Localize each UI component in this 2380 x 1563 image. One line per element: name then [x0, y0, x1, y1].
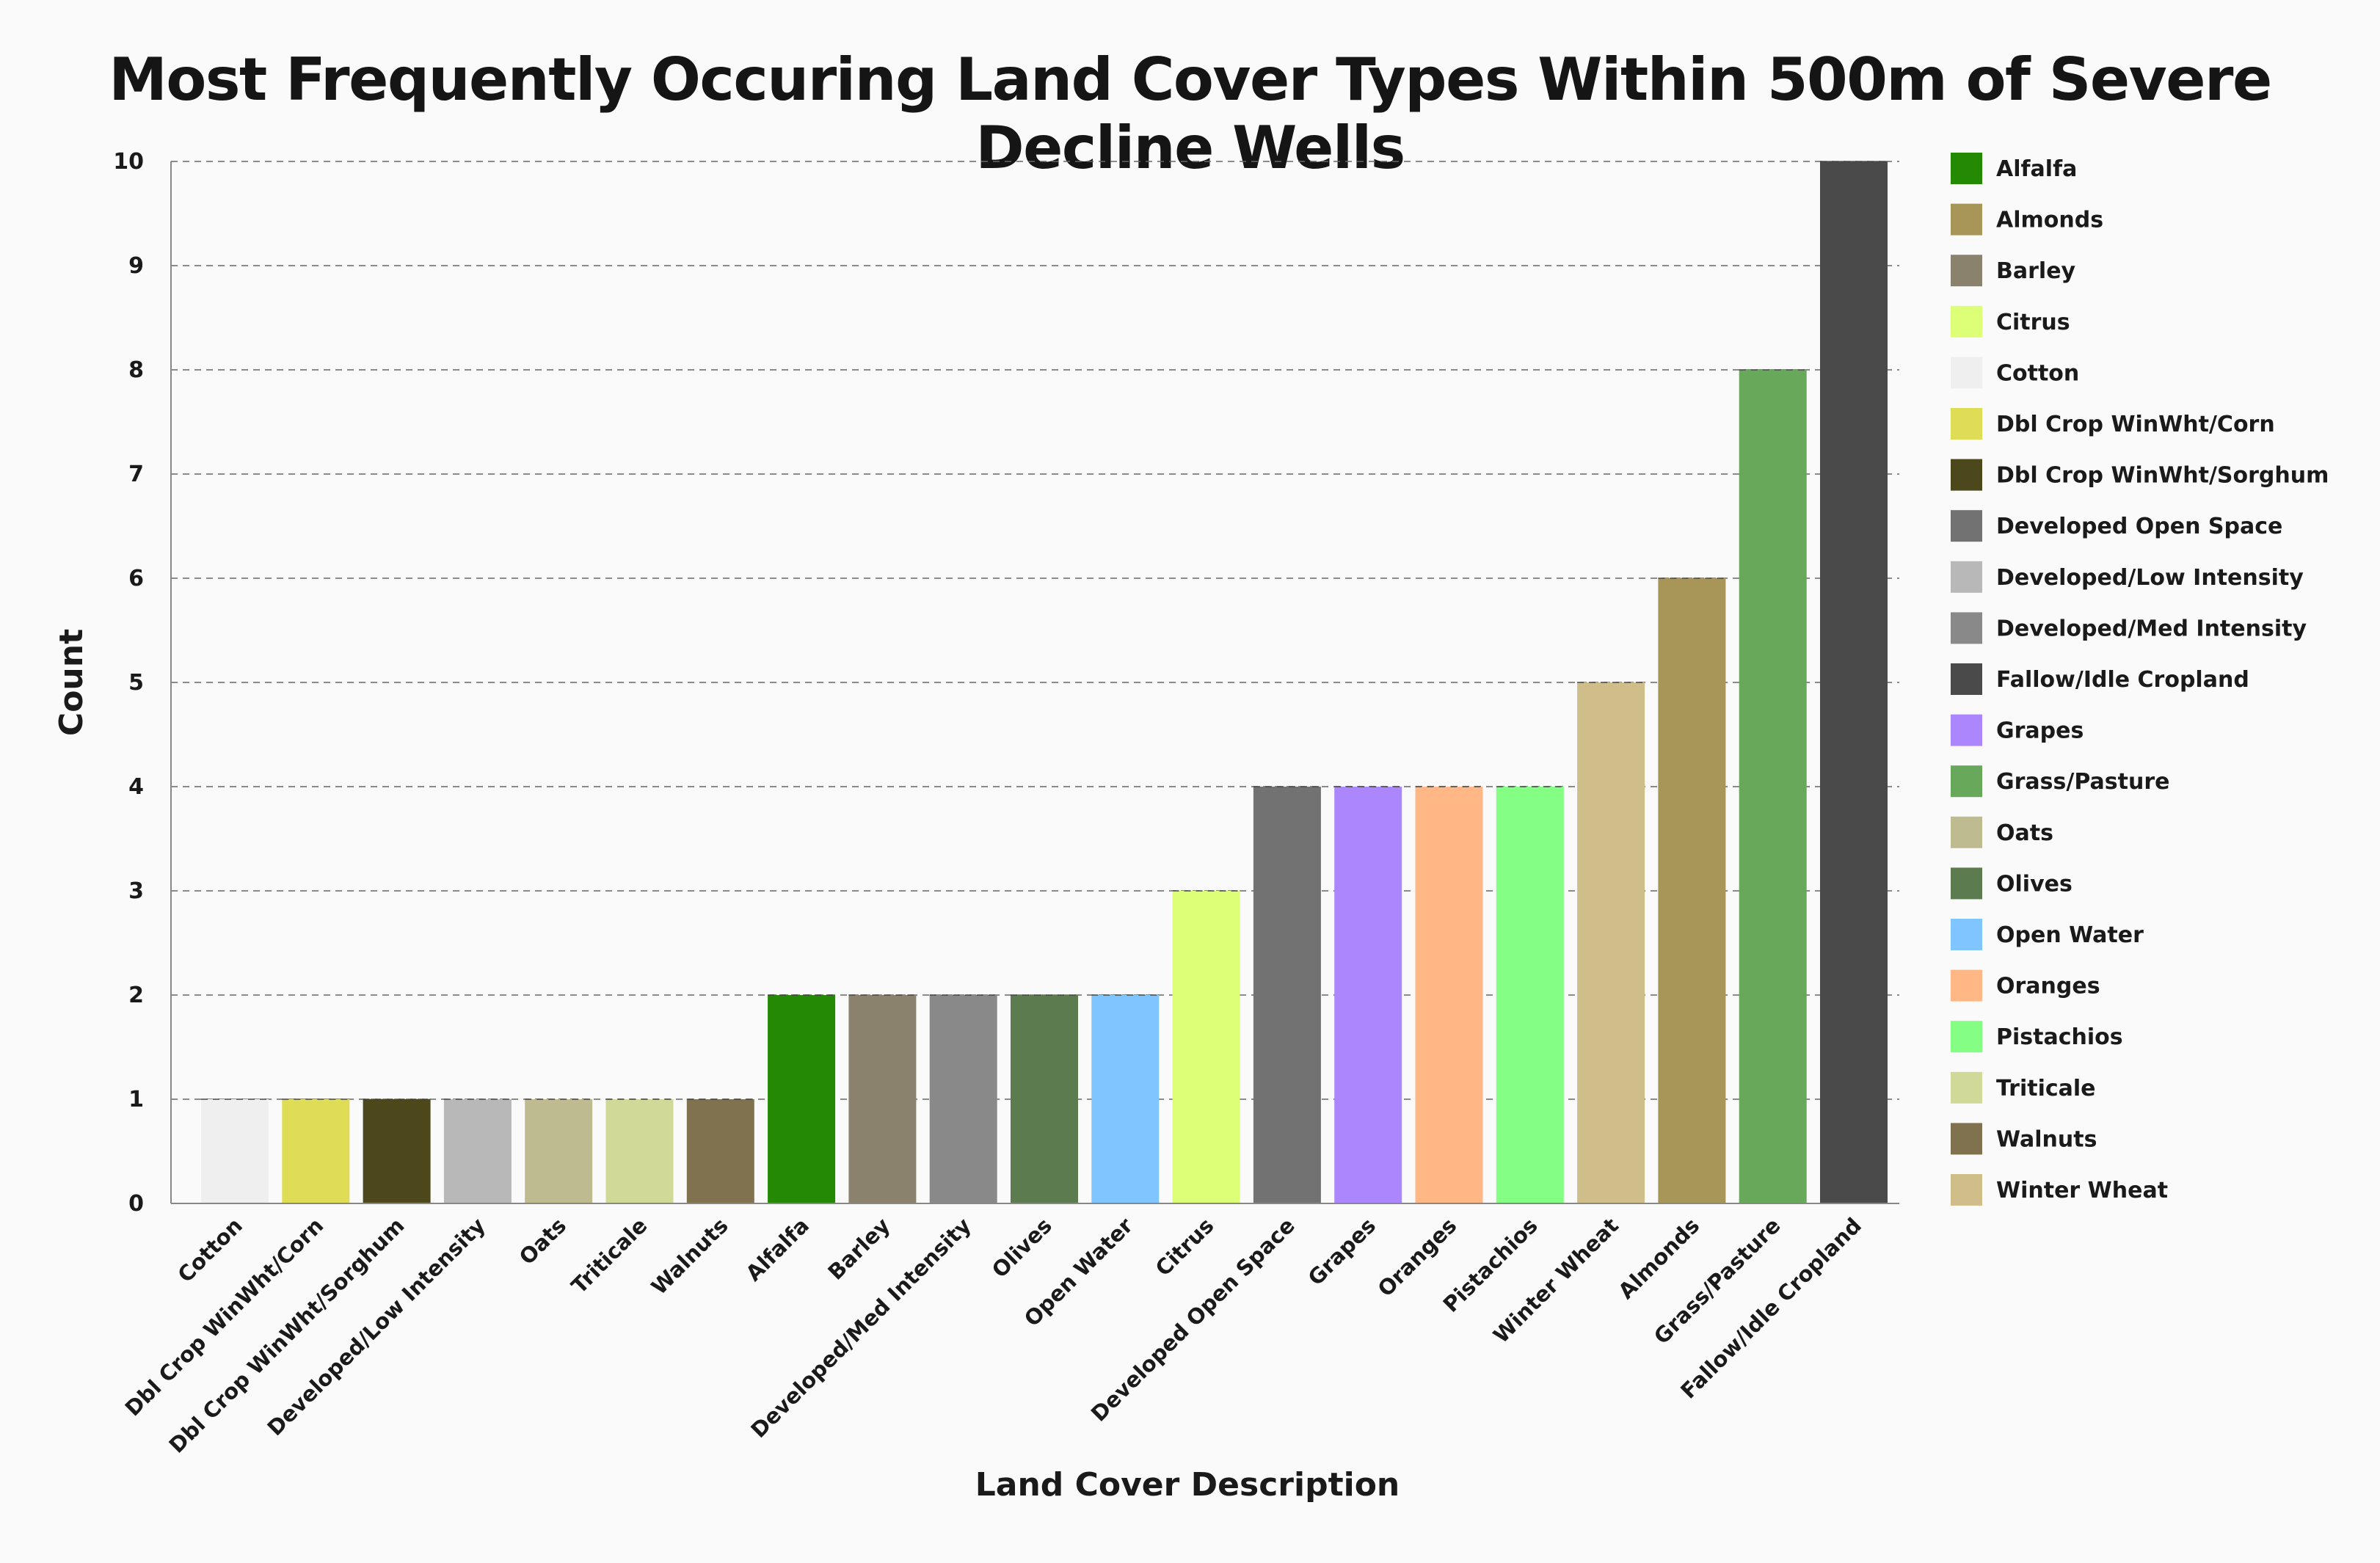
- y-tick-label: 1: [128, 1087, 144, 1112]
- legend-label: Winter Wheat: [1996, 1178, 2168, 1203]
- legend-swatch: [1951, 305, 1982, 338]
- legend-label: Alfalfa: [1996, 156, 2077, 182]
- bar: [363, 1099, 431, 1203]
- legend-label: Grapes: [1996, 718, 2084, 744]
- bar: [1011, 995, 1078, 1203]
- legend-swatch: [1951, 816, 1982, 848]
- bar: [848, 995, 917, 1203]
- x-tick-label: Alfalfa: [741, 1213, 814, 1286]
- x-tick-label: Oats: [514, 1213, 571, 1269]
- legend-swatch: [1951, 765, 1982, 798]
- x-tick-label: Citrus: [1151, 1213, 1219, 1281]
- legend-swatch: [1951, 714, 1982, 746]
- legend: Alfalfa Almonds Barley Citrus Cotton Dbl Crop…: [1951, 153, 2329, 1206]
- bar: [1820, 161, 1888, 1203]
- legend-swatch: [1951, 153, 1982, 184]
- legend-swatch: [1951, 969, 1982, 1002]
- bar: [929, 995, 997, 1203]
- legend-label: Fallow/Idle Cropland: [1996, 667, 2249, 693]
- bar: [525, 1099, 593, 1203]
- legend-swatch: [1951, 203, 1982, 236]
- legend-label: Developed/Med Intensity: [1996, 616, 2307, 641]
- legend-swatch: [1951, 1021, 1982, 1053]
- bar: [1577, 682, 1645, 1203]
- y-tick-labels: 0 1 2 3 4 5 6 7 8 9 10: [113, 149, 144, 1217]
- y-tick-label: 5: [128, 670, 144, 696]
- y-tick-label: 2: [128, 983, 144, 1008]
- legend-label: Olives: [1996, 871, 2073, 897]
- y-tick-label: 9: [128, 253, 144, 279]
- legend-label: Triticale: [1996, 1076, 2096, 1101]
- legend-label: Walnuts: [1996, 1126, 2097, 1152]
- bar: [1658, 578, 1726, 1203]
- legend-swatch: [1951, 561, 1982, 593]
- bar: [1253, 787, 1321, 1203]
- legend-swatch: [1951, 255, 1982, 287]
- legend-swatch: [1951, 867, 1982, 900]
- legend-swatch: [1951, 919, 1982, 950]
- bar: [1334, 787, 1402, 1203]
- legend-label: Oats: [1996, 820, 2053, 846]
- legend-swatch: [1951, 612, 1982, 644]
- bars: [201, 161, 1888, 1203]
- legend-label: Almonds: [1996, 208, 2103, 233]
- bar: [1091, 995, 1160, 1203]
- legend-label: Developed/Low Intensity: [1996, 565, 2304, 591]
- x-tick-label: Grapes: [1303, 1213, 1381, 1291]
- x-tick-label: Barley: [823, 1213, 895, 1285]
- legend-swatch: [1951, 1174, 1982, 1206]
- x-tick-label: Triticale: [567, 1213, 652, 1299]
- legend-label: Cotton: [1996, 360, 2079, 386]
- x-tick-label: Olives: [987, 1213, 1057, 1283]
- bar: [1496, 787, 1564, 1203]
- bar: [1172, 891, 1240, 1203]
- legend-label: Barley: [1996, 258, 2076, 284]
- legend-swatch: [1951, 408, 1982, 440]
- y-tick-label: 3: [128, 878, 144, 904]
- legend-label: Oranges: [1996, 974, 2100, 999]
- bar: [605, 1099, 674, 1203]
- x-tick-label: Cotton: [172, 1213, 247, 1287]
- legend-swatch: [1951, 1123, 1982, 1155]
- bar: [201, 1099, 269, 1203]
- x-tick-label: Walnuts: [647, 1213, 733, 1300]
- bar: [686, 1099, 754, 1203]
- bar: [768, 995, 836, 1203]
- legend-label: Open Water: [1996, 922, 2144, 948]
- legend-label: Grass/Pasture: [1996, 769, 2169, 795]
- y-tick-label: 4: [128, 774, 144, 800]
- y-tick-label: 8: [128, 357, 144, 383]
- y-tick-label: 6: [128, 566, 144, 591]
- legend-swatch: [1951, 459, 1982, 491]
- y-tick-label: 10: [113, 149, 144, 175]
- x-tick-label: Oranges: [1373, 1213, 1462, 1302]
- legend-label: Citrus: [1996, 310, 2070, 335]
- legend-swatch: [1951, 1071, 1982, 1104]
- legend-swatch: [1951, 663, 1982, 695]
- y-tick-label: 7: [128, 462, 144, 487]
- legend-swatch: [1951, 357, 1982, 389]
- legend-label: Developed Open Space: [1996, 514, 2282, 539]
- bar: [1739, 370, 1807, 1203]
- bar: [1415, 787, 1483, 1203]
- legend-swatch: [1951, 510, 1982, 542]
- legend-label: Dbl Crop WinWht/Corn: [1996, 412, 2275, 437]
- x-axis-title: Land Cover Description: [975, 1466, 1400, 1504]
- legend-label: Dbl Crop WinWht/Sorghum: [1996, 463, 2329, 489]
- y-axis-title: Count: [53, 629, 90, 736]
- bar: [443, 1099, 512, 1203]
- bar: [282, 1099, 350, 1203]
- y-tick-label: 0: [128, 1191, 144, 1217]
- chart-title: Most Frequently Occuring Land Cover Type…: [109, 45, 2272, 182]
- axes: [170, 161, 1899, 1204]
- legend-label: Pistachios: [1996, 1024, 2123, 1050]
